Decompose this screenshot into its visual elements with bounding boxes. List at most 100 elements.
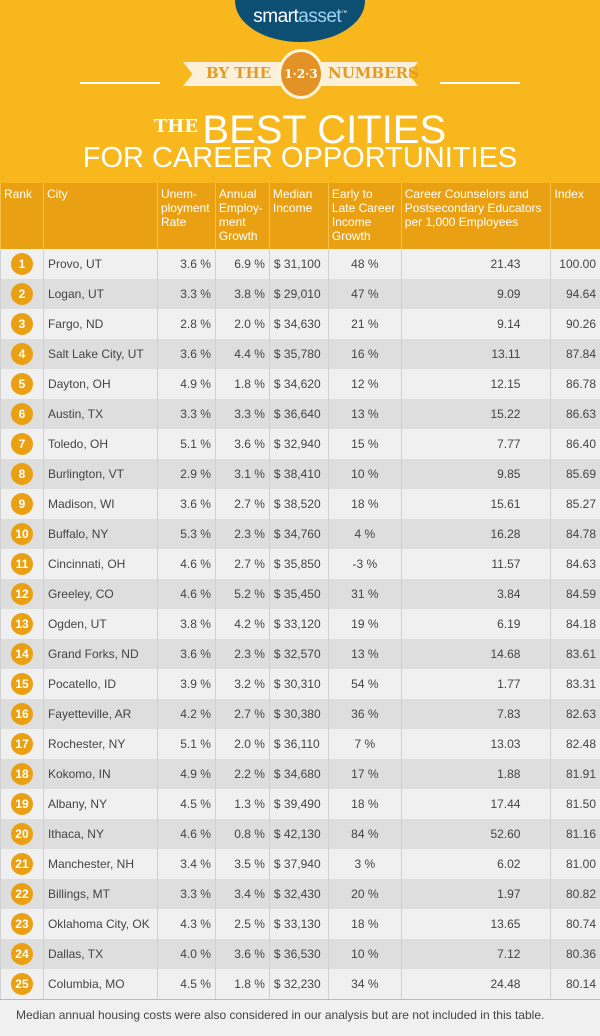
cell-employment-growth: 4.4 %: [214, 339, 270, 369]
table-row: 18 Kokomo, IN 4.9 % 2.2 % $ 34,680 17 % 1.88 81…: [0, 759, 600, 789]
cell-rank: 21: [0, 849, 44, 879]
cell-index: 87.84: [550, 339, 600, 369]
cell-career-counselors: 1.97: [400, 879, 551, 909]
cell-employment-growth: 1.8 %: [214, 369, 270, 399]
cell-median-income: $ 34,680: [268, 759, 329, 789]
cell-unemployment-rate: 3.6 %: [156, 639, 216, 669]
cell-employment-growth: 2.0 %: [214, 309, 270, 339]
cell-rank: 14: [0, 639, 44, 669]
cell-income-growth: 31 %: [327, 579, 402, 609]
cell-median-income: $ 34,630: [268, 309, 329, 339]
cell-city: Cincinnati, OH: [42, 549, 158, 579]
cell-unemployment-rate: 3.9 %: [156, 669, 216, 699]
cell-city: Burlington, VT: [42, 459, 158, 489]
table-row: 20 Ithaca, NY 4.6 % 0.8 % $ 42,130 84 % 52.60 8…: [0, 819, 600, 849]
cell-index: 81.91: [550, 759, 600, 789]
cell-career-counselors: 13.65: [400, 909, 551, 939]
rank-badge: 16: [10, 703, 33, 725]
cell-median-income: $ 32,940: [268, 429, 329, 459]
cell-career-counselors: 3.84: [400, 579, 551, 609]
cell-city: Dallas, TX: [42, 939, 158, 969]
table-row: 16 Fayetteville, AR 4.2 % 2.7 % $ 30,380 36 %…: [0, 699, 600, 729]
table-row: 9 Madison, WI 3.6 % 2.7 % $ 38,520 18 % 15.61 8…: [0, 489, 600, 519]
table-row: 5 Dayton, OH 4.9 % 1.8 % $ 34,620 12 % 12.15 86…: [0, 369, 600, 399]
rank-badge: 24: [10, 943, 33, 965]
cell-employment-growth: 2.2 %: [214, 759, 270, 789]
cell-index: 81.50: [550, 789, 600, 819]
cell-income-growth: 10 %: [327, 459, 402, 489]
cell-median-income: $ 36,110: [268, 729, 329, 759]
cell-city: Salt Lake City, UT: [42, 339, 158, 369]
page-title: THE BEST CITIES: [0, 108, 600, 153]
cell-career-counselors: 15.61: [400, 489, 551, 519]
cell-employment-growth: 4.2 %: [214, 609, 270, 639]
table-row: 15 Pocatello, ID 3.9 % 3.2 % $ 30,310 54 % 1.7…: [0, 669, 600, 699]
cell-income-growth: 17 %: [327, 759, 402, 789]
cell-career-counselors: 9.14: [400, 309, 551, 339]
column-header-index: Index: [550, 183, 600, 249]
table-row: 21 Manchester, NH 3.4 % 3.5 % $ 37,940 3 % 6.0…: [0, 849, 600, 879]
cell-rank: 2: [0, 279, 44, 309]
cell-rank: 23: [0, 909, 44, 939]
rank-badge: 14: [10, 643, 33, 665]
cell-rank: 22: [0, 879, 44, 909]
cell-career-counselors: 11.57: [400, 549, 551, 579]
cell-rank: 4: [0, 339, 44, 369]
cell-income-growth: 48 %: [327, 249, 402, 279]
cell-index: 82.48: [550, 729, 600, 759]
cell-employment-growth: 3.8 %: [214, 279, 270, 309]
cell-median-income: $ 35,850: [268, 549, 329, 579]
logo-text: smart: [253, 6, 299, 27]
cell-unemployment-rate: 5.3 %: [156, 519, 216, 549]
rank-badge: 19: [10, 793, 33, 815]
cell-income-growth: 12 %: [327, 369, 402, 399]
cell-employment-growth: 2.7 %: [214, 489, 270, 519]
cell-rank: 19: [0, 789, 44, 819]
table-header: Rank City Unem-ployment Rate Annual Employ-…: [0, 183, 600, 249]
cell-rank: 9: [0, 489, 44, 519]
cell-city: Dayton, OH: [42, 369, 158, 399]
cell-median-income: $ 37,940: [268, 849, 329, 879]
table-row: 19 Albany, NY 4.5 % 1.3 % $ 39,490 18 % 17.44 8…: [0, 789, 600, 819]
table-row: 8 Burlington, VT 2.9 % 3.1 % $ 38,410 10 % 9.8…: [0, 459, 600, 489]
cell-rank: 11: [0, 549, 44, 579]
cell-city: Ogden, UT: [42, 609, 158, 639]
cell-rank: 10: [0, 519, 44, 549]
cell-rank: 16: [0, 699, 44, 729]
trademark: ™: [341, 10, 347, 17]
cell-median-income: $ 33,120: [268, 609, 329, 639]
cell-employment-growth: 3.3 %: [214, 399, 270, 429]
cell-career-counselors: 13.11: [400, 339, 551, 369]
cell-median-income: $ 42,130: [268, 819, 329, 849]
cell-employment-growth: 2.0 %: [214, 729, 270, 759]
cell-income-growth: 18 %: [327, 489, 402, 519]
table-row: 6 Austin, TX 3.3 % 3.3 % $ 36,640 13 % 15.22 86…: [0, 399, 600, 429]
cell-index: 81.16: [550, 819, 600, 849]
table-row: 13 Ogden, UT 3.8 % 4.2 % $ 33,120 19 % 6.19 84.…: [0, 609, 600, 639]
cell-unemployment-rate: 3.8 %: [156, 609, 216, 639]
rank-badge: 21: [10, 853, 33, 875]
cell-rank: 3: [0, 309, 44, 339]
cell-income-growth: 47 %: [327, 279, 402, 309]
cell-median-income: $ 34,620: [268, 369, 329, 399]
rank-badge: 18: [10, 763, 33, 785]
cell-unemployment-rate: 4.5 %: [156, 789, 216, 819]
column-header-employment-growth: Annual Employ-ment Growth: [214, 183, 270, 249]
cell-rank: 5: [0, 369, 44, 399]
cell-index: 86.40: [550, 429, 600, 459]
table-row: 2 Logan, UT 3.3 % 3.8 % $ 29,010 47 % 9.09 94.6…: [0, 279, 600, 309]
cell-income-growth: 54 %: [327, 669, 402, 699]
cell-employment-growth: 3.2 %: [214, 669, 270, 699]
cell-median-income: $ 39,490: [268, 789, 329, 819]
table-row: 10 Buffalo, NY 5.3 % 2.3 % $ 34,760 4 % 16.28 8…: [0, 519, 600, 549]
rank-badge: 7: [10, 433, 33, 455]
cell-employment-growth: 3.1 %: [214, 459, 270, 489]
cell-employment-growth: 1.8 %: [214, 969, 270, 999]
cell-unemployment-rate: 4.5 %: [156, 969, 216, 999]
rank-badge: 12: [10, 583, 33, 605]
banner-left-text: BY THE: [206, 64, 272, 82]
cell-income-growth: 19 %: [327, 609, 402, 639]
cell-city: Albany, NY: [42, 789, 158, 819]
cell-city: Greeley, CO: [42, 579, 158, 609]
cell-employment-growth: 3.4 %: [214, 879, 270, 909]
